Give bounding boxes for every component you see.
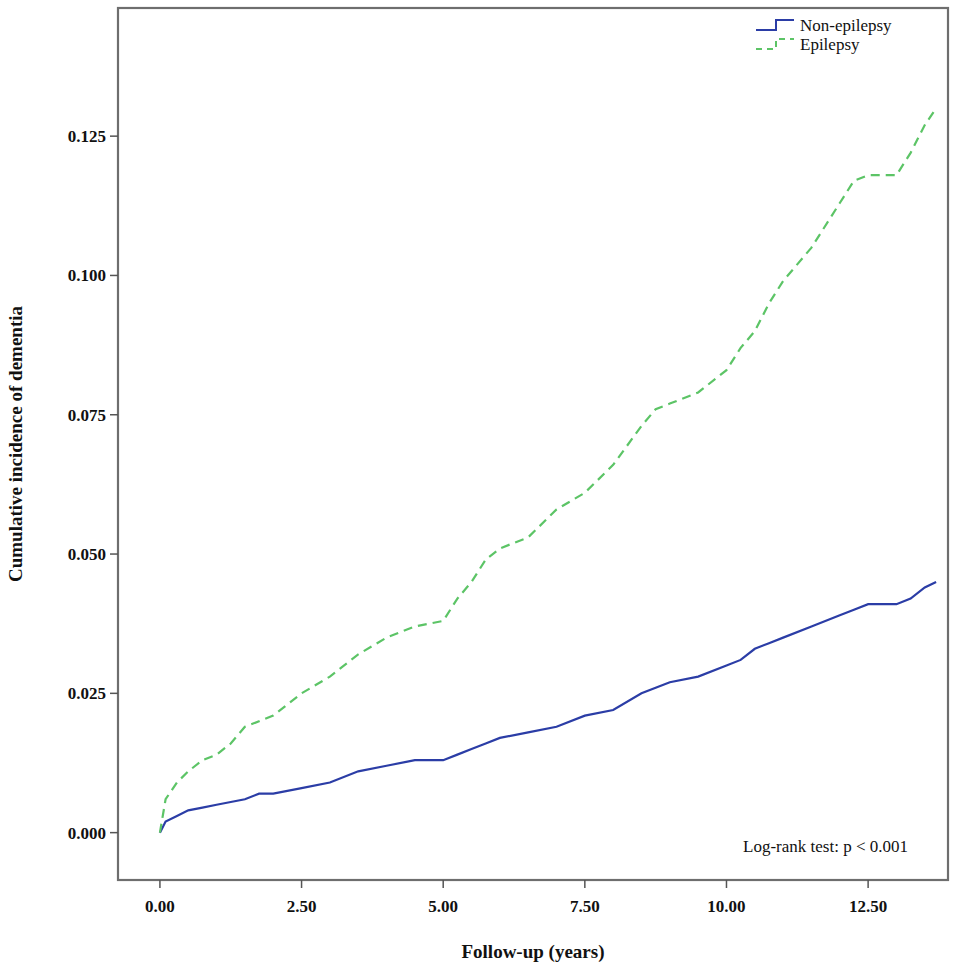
y-tick <box>110 832 118 834</box>
annotation: Log-rank test: p < 0.001 <box>743 837 908 856</box>
y-tick <box>110 414 118 416</box>
series-line <box>160 582 936 833</box>
x-tick-label: 12.50 <box>849 897 887 916</box>
x-tick <box>726 880 728 888</box>
plot-frame <box>118 8 948 880</box>
x-tick-label: 10.00 <box>707 897 745 916</box>
x-tick <box>442 880 444 888</box>
data-area <box>160 108 936 832</box>
y-tick <box>110 553 118 555</box>
x-tick <box>159 880 161 888</box>
y-tick <box>110 275 118 277</box>
chart: 0.000 0.025 0.050 0.075 0.100 0.125 0.00 2.50 5.… <box>0 0 970 971</box>
x-tick <box>301 880 303 888</box>
y-tick-label: 0.025 <box>68 684 106 703</box>
y-tick <box>110 693 118 695</box>
x-axis: 0.00 2.50 5.00 7.50 10.00 12.50 <box>145 880 887 916</box>
legend: Non-epilepsyEpilepsy <box>756 16 892 54</box>
x-axis-title: Follow-up (years) <box>461 941 604 963</box>
x-tick-label: 7.50 <box>570 897 600 916</box>
x-tick-label: 0.00 <box>145 897 175 916</box>
series-line <box>160 108 936 832</box>
x-tick-label: 5.00 <box>428 897 458 916</box>
y-tick-label: 0.000 <box>68 824 106 843</box>
y-tick-label: 0.100 <box>68 266 106 285</box>
y-tick-label: 0.125 <box>68 127 106 146</box>
x-tick <box>584 880 586 888</box>
x-tick <box>867 880 869 888</box>
y-tick-label: 0.075 <box>68 406 106 425</box>
y-axis-title: Cumulative incidence of dementia <box>5 306 26 583</box>
y-tick <box>110 135 118 137</box>
legend-label: Epilepsy <box>800 35 860 54</box>
legend-swatch <box>756 20 794 30</box>
x-tick-label: 2.50 <box>287 897 317 916</box>
y-axis: 0.000 0.025 0.050 0.075 0.100 0.125 <box>68 127 118 842</box>
legend-label: Non-epilepsy <box>800 16 892 35</box>
legend-swatch <box>756 39 794 49</box>
background <box>0 0 970 971</box>
y-tick-label: 0.050 <box>68 545 106 564</box>
